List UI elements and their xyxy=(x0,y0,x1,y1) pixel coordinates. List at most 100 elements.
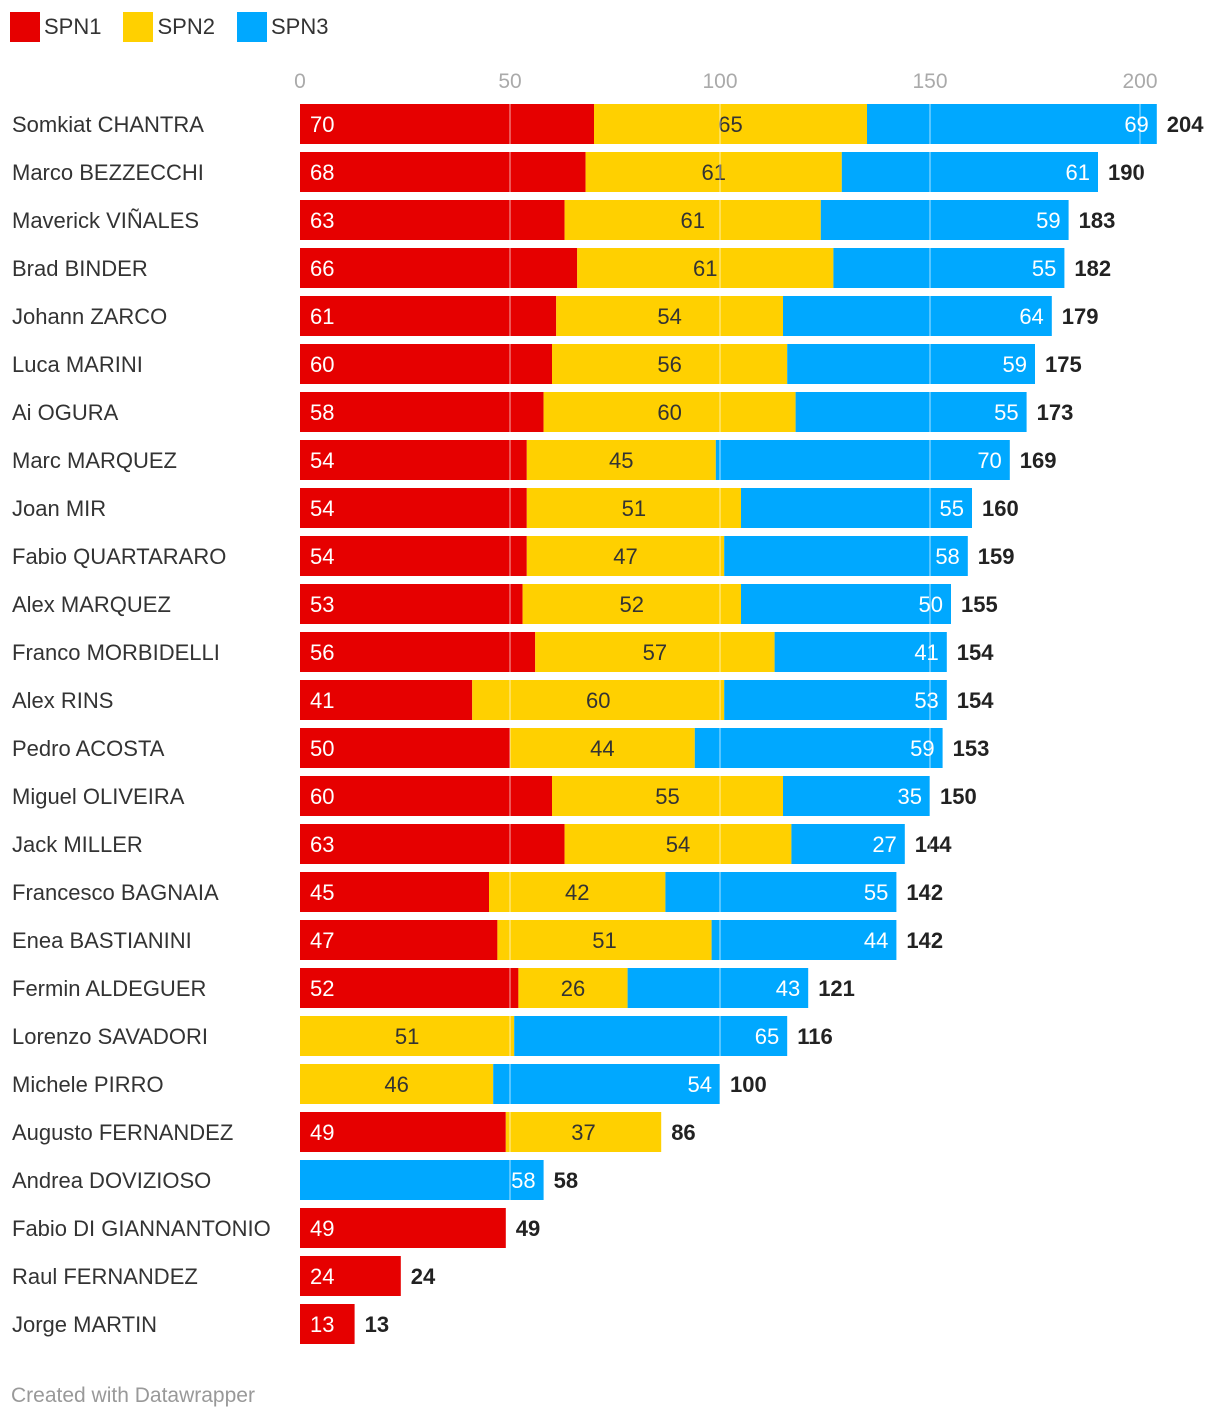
bar-segment-spn1 xyxy=(300,824,565,864)
total-value-label: 153 xyxy=(953,736,990,761)
category-label: Augusto FERNANDEZ xyxy=(12,1120,233,1145)
bar-segment-spn1 xyxy=(300,200,565,240)
segment-value-label: 56 xyxy=(310,640,334,665)
total-value-label: 100 xyxy=(730,1072,767,1097)
category-label: Fabio DI GIANNANTONIO xyxy=(12,1216,271,1241)
category-label: Andrea DOVIZIOSO xyxy=(12,1168,211,1193)
segment-value-label: 66 xyxy=(310,256,334,281)
category-label: Jorge MARTIN xyxy=(12,1312,157,1337)
segment-value-label: 51 xyxy=(622,496,646,521)
bar-segment-spn3 xyxy=(841,152,1098,192)
segment-value-label: 45 xyxy=(609,448,633,473)
segment-value-label: 50 xyxy=(919,592,943,617)
legend-item-spn1: SPN1 xyxy=(10,12,101,42)
category-label: Lorenzo SAVADORI xyxy=(12,1024,208,1049)
segment-value-label: 63 xyxy=(310,208,334,233)
bar-segment-spn3 xyxy=(715,440,1010,480)
legend-item-spn2: SPN2 xyxy=(123,12,215,42)
bar-segment-spn3 xyxy=(774,632,947,672)
segment-value-label: 59 xyxy=(910,736,934,761)
x-tick-label: 0 xyxy=(294,70,306,93)
category-label: Jack MILLER xyxy=(12,832,143,857)
segment-value-label: 45 xyxy=(310,880,334,905)
segment-value-label: 49 xyxy=(310,1216,334,1241)
bar-segment-spn3 xyxy=(665,872,897,912)
segment-value-label: 55 xyxy=(940,496,964,521)
segment-value-label: 54 xyxy=(688,1072,712,1097)
bar-segment-spn2 xyxy=(543,392,796,432)
segment-value-label: 55 xyxy=(994,400,1018,425)
category-label: Fermin ALDEGUER xyxy=(12,976,206,1001)
segment-value-label: 56 xyxy=(657,352,681,377)
total-value-label: 13 xyxy=(365,1312,389,1337)
segment-value-label: 60 xyxy=(657,400,681,425)
legend-label: SPN3 xyxy=(270,14,329,39)
bar-segment-spn1 xyxy=(300,248,578,288)
bar-segment-spn3 xyxy=(300,1160,544,1200)
segment-value-label: 44 xyxy=(590,736,614,761)
segment-value-label: 54 xyxy=(657,304,681,329)
x-tick-label: 200 xyxy=(1122,70,1157,93)
bar-segment-spn1 xyxy=(300,344,552,384)
segment-value-label: 61 xyxy=(693,256,717,281)
legend-swatch xyxy=(123,12,154,42)
legend-item-spn3: SPN3 xyxy=(236,12,329,42)
segment-value-label: 58 xyxy=(511,1168,535,1193)
segment-value-label: 59 xyxy=(1003,352,1027,377)
bar-segment-spn3 xyxy=(867,104,1157,144)
category-label: Alex MARQUEZ xyxy=(12,592,171,617)
bar-segment-spn2 xyxy=(510,728,695,768)
total-value-label: 179 xyxy=(1062,304,1099,329)
total-value-label: 154 xyxy=(957,640,994,665)
segment-value-label: 64 xyxy=(1019,304,1043,329)
total-value-label: 155 xyxy=(961,592,998,617)
bar-segment-spn2 xyxy=(552,344,788,384)
bar-segment-spn1 xyxy=(300,680,473,720)
segment-value-label: 61 xyxy=(680,208,704,233)
bar-segment-spn3 xyxy=(783,776,930,816)
total-value-label: 169 xyxy=(1020,448,1057,473)
bar-segment-spn2 xyxy=(505,1112,662,1152)
legend-label: SPN1 xyxy=(44,14,102,39)
bar-segment-spn2 xyxy=(526,488,741,528)
category-label: Fabio QUARTARARO xyxy=(12,544,226,569)
category-label: Ai OGURA xyxy=(12,400,119,425)
bar-segment-spn3 xyxy=(711,920,897,960)
total-value-label: 86 xyxy=(671,1120,695,1145)
category-label: Marco BEZZECCHI xyxy=(12,160,204,185)
segment-value-label: 51 xyxy=(592,928,616,953)
segment-value-label: 58 xyxy=(935,544,959,569)
total-value-label: 142 xyxy=(906,928,943,953)
bar-segment-spn3 xyxy=(783,296,1052,336)
category-label: Franco MORBIDELLI xyxy=(12,640,220,665)
segment-value-label: 70 xyxy=(310,112,334,137)
segment-value-label: 37 xyxy=(571,1120,595,1145)
bar-segment-spn3 xyxy=(787,344,1035,384)
bar-segment-spn1 xyxy=(300,968,519,1008)
total-value-label: 182 xyxy=(1074,256,1111,281)
bar-segment-spn1 xyxy=(300,488,527,528)
total-value-label: 58 xyxy=(554,1168,578,1193)
bar-segment-spn3 xyxy=(694,728,943,768)
bar-segment-spn1 xyxy=(300,872,489,912)
bar-segment-spn2 xyxy=(594,104,867,144)
segment-value-label: 60 xyxy=(310,352,334,377)
bar-segment-spn2 xyxy=(300,1016,515,1056)
bar-segment-spn1 xyxy=(300,1304,355,1344)
bar-segment-spn2 xyxy=(472,680,725,720)
legend: SPN1 SPN2 SPN3 xyxy=(10,12,350,42)
segment-value-label: 26 xyxy=(561,976,585,1001)
bar-segment-spn1 xyxy=(300,1112,506,1152)
category-label: Raul FERNANDEZ xyxy=(12,1264,198,1289)
bar-segment-spn3 xyxy=(514,1016,788,1056)
category-label: Joan MIR xyxy=(12,496,106,521)
category-label: Miguel OLIVEIRA xyxy=(12,784,185,809)
category-label: Francesco BAGNAIA xyxy=(12,880,219,905)
segment-value-label: 46 xyxy=(384,1072,408,1097)
total-value-label: 116 xyxy=(797,1024,833,1049)
category-label: Somkiat CHANTRA xyxy=(12,112,204,137)
category-label: Alex RINS xyxy=(12,688,113,713)
bar-segment-spn2 xyxy=(526,536,725,576)
segment-value-label: 51 xyxy=(395,1024,419,1049)
